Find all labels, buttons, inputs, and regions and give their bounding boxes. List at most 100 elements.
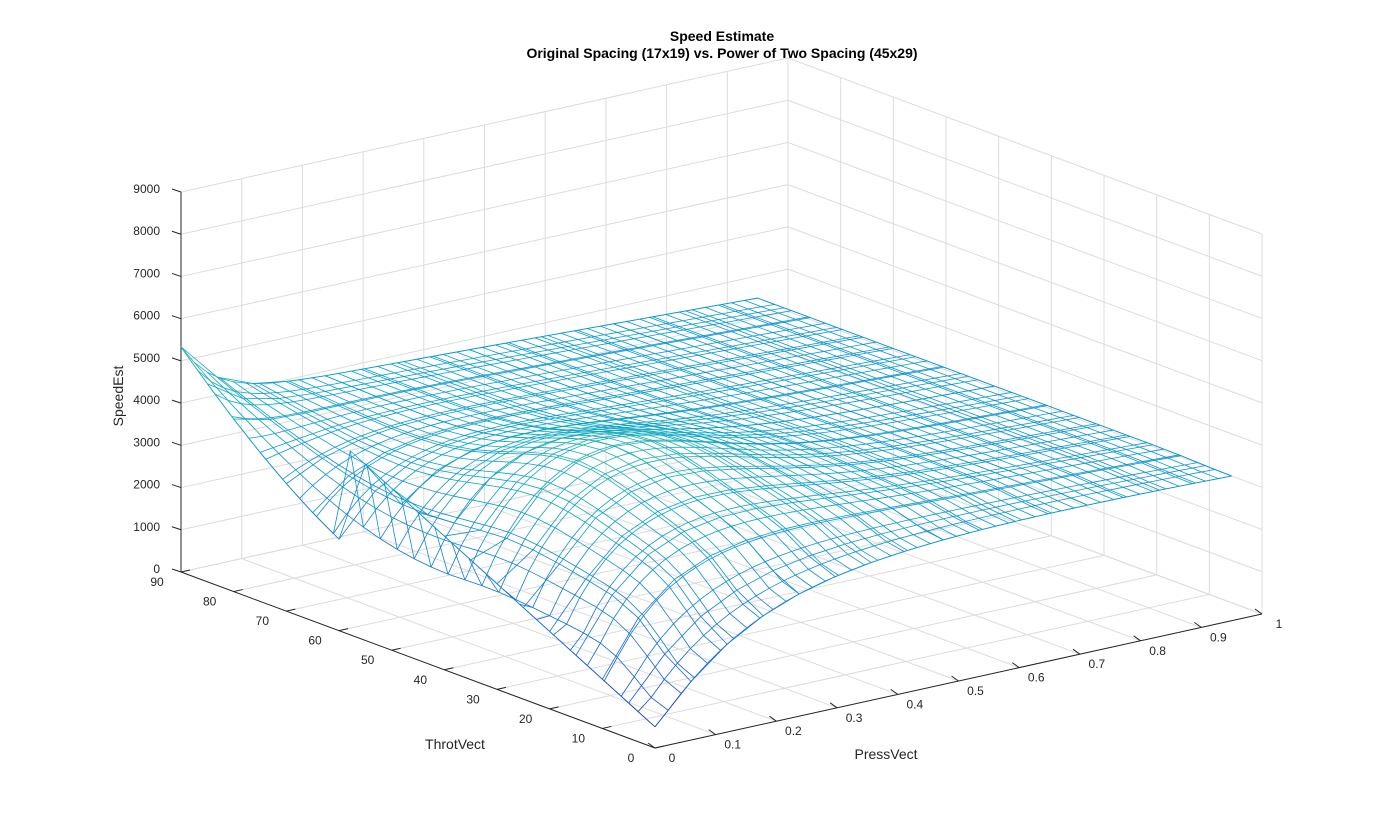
mesh-coarse-x-segment — [559, 517, 596, 565]
mesh-coarse-y-segment — [469, 349, 496, 360]
mesh-fine-x-segment — [1109, 486, 1124, 491]
mesh-fine-x-segment — [581, 487, 595, 499]
mesh-coarse-y-segment — [620, 365, 647, 377]
mesh-fine-x-segment — [1049, 476, 1063, 481]
mesh-fine-y-segment — [896, 356, 914, 364]
mesh-fine-x-segment — [193, 361, 208, 373]
grid-line — [444, 535, 1052, 671]
mesh-coarse-y-segment — [905, 372, 933, 384]
mesh-fine-x-segment — [979, 413, 994, 417]
mesh-fine-y-segment — [699, 456, 717, 468]
mesh-fine-x-segment — [485, 573, 500, 593]
mesh-fine-x-segment — [694, 343, 708, 348]
mesh-fine-x-segment — [1096, 489, 1110, 493]
mesh-fine-y-segment — [338, 464, 356, 476]
mesh-coarse-y-segment — [492, 417, 520, 425]
mesh-fine-y-segment — [551, 502, 569, 513]
mesh-fine-y-segment — [574, 330, 592, 338]
mesh-fine-y-segment — [891, 376, 909, 384]
mesh-coarse-x-segment — [509, 428, 546, 438]
mesh-fine-y-segment — [768, 323, 787, 331]
mesh-fine-y-segment — [678, 549, 697, 568]
mesh-fine-x-segment — [603, 419, 617, 422]
mesh-fine-x-segment — [774, 529, 788, 535]
mesh-fine-y-segment — [538, 346, 556, 354]
mesh-fine-y-segment — [655, 448, 674, 459]
mesh-fine-y-segment — [869, 451, 887, 460]
mesh-fine-x-segment — [861, 433, 876, 437]
z-tick-label: 1000 — [133, 520, 160, 534]
mesh-fine-y-segment — [897, 421, 915, 429]
mesh-fine-x-segment — [946, 465, 960, 469]
mesh-fine-y-segment — [658, 361, 676, 369]
mesh-fine-x-segment — [971, 491, 985, 495]
mesh-coarse-x-segment — [903, 424, 940, 432]
mesh-fine-x-segment — [637, 697, 652, 712]
mesh-coarse-y-segment — [496, 583, 524, 608]
mesh-fine-x-segment — [858, 425, 872, 429]
mesh-fine-x-segment — [709, 378, 723, 382]
mesh-fine-y-segment — [855, 391, 874, 399]
mesh-fine-y-segment — [314, 422, 332, 433]
mesh-fine-x-segment — [912, 388, 926, 392]
mesh-fine-x-segment — [858, 488, 872, 491]
mesh-fine-y-segment — [1017, 508, 1036, 518]
mesh-fine-x-segment — [462, 395, 476, 399]
mesh-fine-x-segment — [921, 377, 935, 381]
mesh-fine-y-segment — [689, 469, 708, 483]
mesh-coarse-y-segment — [640, 458, 668, 478]
mesh-coarse-x-segment — [1195, 475, 1232, 484]
mesh-coarse-x-segment — [746, 528, 783, 541]
mesh-fine-x-segment — [516, 419, 531, 423]
mesh-fine-y-segment — [434, 434, 452, 441]
mesh-coarse-y-segment — [490, 477, 517, 483]
mesh-fine-y-segment — [766, 501, 785, 514]
mesh-fine-y-segment — [737, 411, 756, 418]
mesh-fine-y-segment — [898, 393, 917, 401]
mesh-fine-y-segment — [716, 623, 734, 639]
mesh-fine-y-segment — [865, 380, 883, 388]
mesh-coarse-x-segment — [871, 550, 908, 563]
mesh-fine-x-segment — [570, 384, 585, 388]
mesh-coarse-y-segment — [259, 452, 287, 484]
mesh-fine-x-segment — [594, 343, 609, 347]
mesh-fine-y-segment — [647, 656, 665, 680]
mesh-fine-y-segment — [589, 422, 607, 426]
y-tick-label: 40 — [414, 673, 428, 687]
mesh-coarse-x-segment — [473, 436, 510, 450]
mesh-fine-y-segment — [734, 546, 753, 568]
mesh-coarse-x-segment — [585, 535, 623, 580]
mesh-fine-x-segment — [606, 368, 620, 373]
mesh-fine-x-segment — [690, 399, 705, 403]
mesh-fine-y-segment — [630, 394, 649, 401]
mesh-fine-y-segment — [859, 400, 877, 408]
mesh-fine-y-segment — [613, 388, 632, 396]
mesh-fine-y-segment — [849, 346, 868, 354]
mesh-fine-y-segment — [752, 382, 770, 390]
mesh-fine-y-segment — [635, 556, 654, 570]
mesh-coarse-x-segment — [886, 398, 923, 406]
mesh-coarse-x-segment — [835, 562, 872, 578]
mesh-fine-y-segment — [953, 420, 971, 428]
mesh-coarse-x-segment — [1116, 444, 1153, 452]
mesh-fine-y-segment — [650, 425, 668, 430]
mesh-fine-x-segment — [421, 434, 435, 440]
mesh-fine-y-segment — [711, 352, 729, 360]
mesh-coarse-y-segment — [614, 445, 642, 460]
mesh-coarse-y-segment — [1001, 427, 1029, 439]
mesh-fine-x-segment — [697, 496, 711, 501]
mesh-fine-y-segment — [563, 426, 581, 429]
mesh-fine-x-segment — [454, 442, 469, 449]
mesh-fine-x-segment — [420, 365, 434, 369]
mesh-fine-y-segment — [510, 379, 528, 387]
mesh-fine-y-segment — [568, 350, 586, 358]
mesh-coarse-x-segment — [739, 467, 776, 470]
mesh-fine-x-segment — [731, 365, 746, 369]
mesh-fine-y-segment — [670, 387, 688, 395]
mesh-coarse-y-segment — [365, 464, 392, 489]
mesh-fine-x-segment — [800, 448, 814, 451]
mesh-fine-x-segment — [849, 344, 864, 348]
mesh-fine-y-segment — [916, 463, 934, 471]
mesh-coarse-y-segment — [1152, 444, 1180, 456]
mesh-fine-y-segment — [1111, 458, 1129, 466]
